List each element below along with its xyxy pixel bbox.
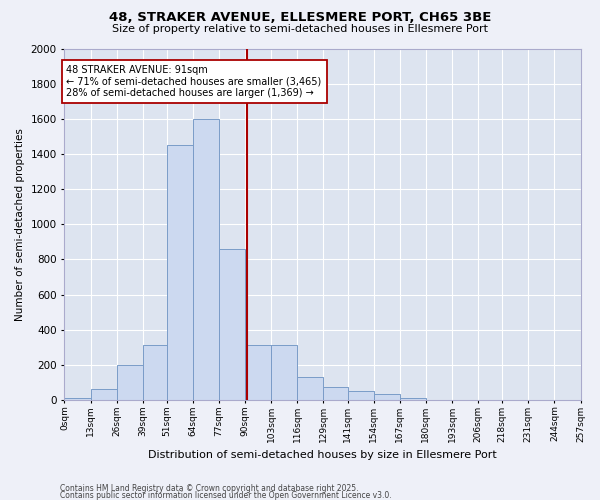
Bar — [400, 398, 426, 400]
Bar — [219, 249, 245, 400]
Bar — [64, 398, 91, 400]
Bar — [347, 391, 374, 400]
Bar — [167, 146, 193, 400]
Text: Contains HM Land Registry data © Crown copyright and database right 2025.: Contains HM Land Registry data © Crown c… — [60, 484, 359, 493]
Text: Size of property relative to semi-detached houses in Ellesmere Port: Size of property relative to semi-detach… — [112, 24, 488, 34]
Bar — [193, 119, 219, 400]
X-axis label: Distribution of semi-detached houses by size in Ellesmere Port: Distribution of semi-detached houses by … — [148, 450, 497, 460]
Y-axis label: Number of semi-detached properties: Number of semi-detached properties — [15, 128, 25, 321]
Bar — [298, 377, 323, 400]
Text: 48, STRAKER AVENUE, ELLESMERE PORT, CH65 3BE: 48, STRAKER AVENUE, ELLESMERE PORT, CH65… — [109, 11, 491, 24]
Text: 48 STRAKER AVENUE: 91sqm
← 71% of semi-detached houses are smaller (3,465)
28% o: 48 STRAKER AVENUE: 91sqm ← 71% of semi-d… — [67, 65, 322, 98]
Bar — [143, 346, 167, 400]
Bar — [271, 346, 298, 400]
Bar — [116, 364, 143, 400]
Bar — [91, 389, 116, 400]
Bar — [323, 388, 347, 400]
Bar — [374, 394, 400, 400]
Text: Contains public sector information licensed under the Open Government Licence v3: Contains public sector information licen… — [60, 492, 392, 500]
Bar — [245, 346, 271, 400]
